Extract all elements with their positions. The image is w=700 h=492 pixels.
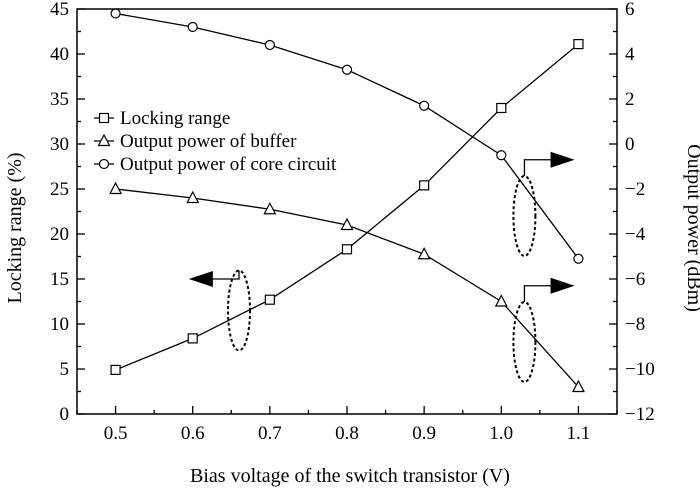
- x-tick-label: 1.1: [567, 423, 591, 444]
- data-point-square: [419, 180, 430, 191]
- y-right-tick-label: −2: [625, 179, 645, 200]
- data-point-triangle: [571, 379, 585, 393]
- data-point-circle: [187, 21, 198, 33]
- series-line-1: [115, 43, 579, 371]
- data-point-triangle: [417, 246, 431, 260]
- dashed-ellipse-right-lower: [512, 301, 537, 383]
- data-point-square: [496, 102, 507, 114]
- legend-marker-triangle: [97, 133, 111, 147]
- data-point-circle: [573, 253, 584, 264]
- y-left-tick-label: 5: [60, 359, 70, 380]
- data-point-triangle: [494, 294, 508, 307]
- y-axis-title-right: Output power (dBm): [683, 144, 700, 312]
- y-right-tick-label: −8: [625, 314, 645, 335]
- y-left-tick-label: 45: [50, 0, 69, 20]
- data-point-square: [341, 244, 353, 255]
- arrow-left: [188, 271, 213, 287]
- legend-marker-circle: [98, 158, 110, 170]
- data-point-circle: [110, 8, 121, 19]
- legend-label: Output power of core circuit: [120, 154, 337, 175]
- y-left-tick-label: 30: [50, 134, 69, 155]
- legend-label: Output power of buffer: [120, 131, 297, 152]
- legend-label: Locking range: [120, 108, 230, 129]
- x-tick-label: 0.9: [412, 423, 436, 444]
- data-point-circle: [419, 100, 430, 111]
- y-left-tick-label: 25: [50, 179, 69, 200]
- data-point-triangle: [263, 201, 277, 215]
- y-right-tick-label: 2: [625, 89, 635, 110]
- x-axis-title: Bias voltage of the switch transistor (V…: [190, 465, 510, 487]
- data-point-triangle: [109, 181, 123, 195]
- x-tick-label: 0.6: [181, 423, 205, 444]
- y-left-tick-label: 10: [50, 314, 69, 335]
- y-left-tick-label: 40: [50, 44, 69, 65]
- data-point-circle: [264, 39, 275, 51]
- y-right-tick-label: −4: [625, 224, 646, 245]
- x-tick-label: 0.8: [335, 423, 359, 444]
- arrow-leader-left: [208, 270, 240, 280]
- data-point-square: [110, 364, 121, 375]
- y-left-tick-label: 20: [50, 224, 69, 245]
- x-tick-label: 0.7: [258, 423, 282, 444]
- arrow-right-lower: [550, 277, 575, 294]
- data-point-square: [187, 333, 198, 344]
- data-point-circle: [341, 64, 353, 75]
- x-tick-label: 1.0: [489, 423, 513, 444]
- dashed-ellipse-left: [227, 269, 251, 352]
- data-point-square: [264, 294, 275, 305]
- y-right-tick-label: −12: [625, 404, 655, 425]
- plot-area: 0.5 0.6 0.7 0.8 0.9 1.0 1.1051015202530354045−…: [50, 0, 655, 444]
- y-axis-title-left: Locking range (%): [4, 152, 26, 303]
- y-right-tick-label: −6: [625, 269, 645, 290]
- y-right-tick-label: 0: [625, 134, 635, 155]
- dashed-ellipse-right-upper: [512, 175, 537, 257]
- y-left-tick-label: 35: [50, 89, 69, 110]
- x-tick-label: 0.5: [104, 423, 128, 444]
- arrow-leader-right-upper: [523, 159, 560, 176]
- arrow-right-upper: [550, 151, 575, 168]
- data-point-triangle: [340, 217, 354, 231]
- y-right-tick-label: −10: [625, 359, 655, 380]
- data-point-circle: [496, 150, 507, 161]
- y-left-tick-label: 0: [60, 404, 70, 425]
- y-right-tick-label: 4: [625, 44, 635, 65]
- annotations: [188, 151, 575, 383]
- y-right-tick-label: 6: [625, 0, 635, 20]
- legend-marker-square: [98, 112, 110, 124]
- y-left-tick-label: 15: [50, 269, 69, 290]
- data-point-square: [573, 38, 584, 50]
- data-point-triangle: [186, 190, 200, 204]
- arrow-leader-right-lower: [523, 285, 560, 302]
